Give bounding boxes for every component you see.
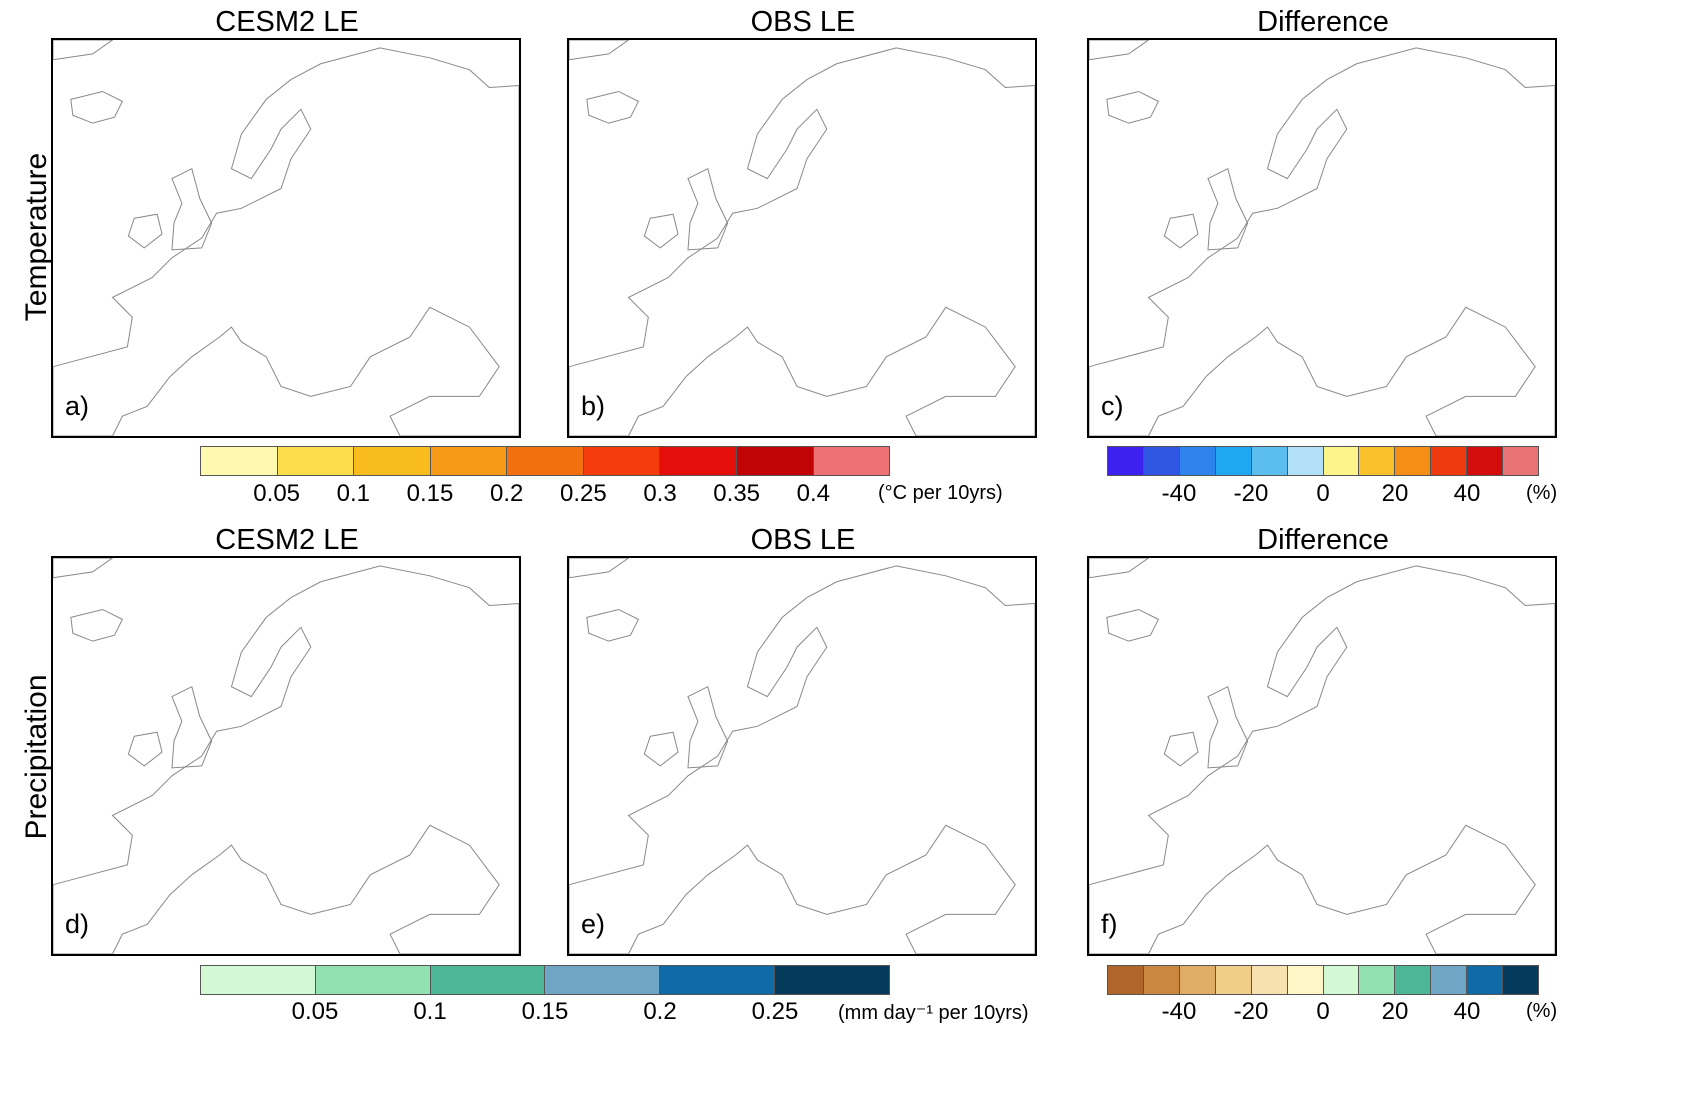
title-obs-precip: OBS LE [750, 524, 856, 556]
colorbar-box [583, 447, 661, 475]
colorbar-tick-label: 40 [1453, 480, 1481, 507]
panel-label-b: b) [581, 391, 606, 421]
colorbar-tick-label: 0.1 [336, 480, 371, 507]
map-panel-b: b) [567, 38, 1037, 438]
colorbar-tick-label: 0 [1316, 998, 1330, 1025]
colorbar-precipitation [200, 965, 890, 995]
colorbar-tick-label: 0.3 [643, 480, 677, 507]
map-panel-c: c) [1087, 38, 1557, 438]
row-label-precipitation: Precipitation [20, 674, 53, 840]
colorbar-box [1467, 447, 1504, 475]
colorbar-box [1143, 447, 1180, 475]
colorbar-precipitation-units: (mm day⁻¹ per 10yrs) [838, 1002, 1029, 1024]
panel-label-a: a) [65, 391, 90, 421]
colorbar-tick-label: 0.2 [489, 480, 524, 507]
colorbar-box [1467, 966, 1504, 994]
colorbar-box [775, 966, 889, 994]
panel-label-f: f) [1101, 909, 1118, 939]
map-obs-precipitation [569, 558, 1035, 954]
colorbar-tick-label: 0 [1316, 480, 1330, 507]
colorbar-temperature-difference [1107, 446, 1539, 476]
colorbar-box [1251, 447, 1288, 475]
colorbar-box [430, 447, 508, 475]
colorbar-box [507, 447, 584, 475]
colorbar-box [1431, 966, 1468, 994]
colorbar-tick-label: 0.05 [291, 998, 339, 1025]
colorbar-box [545, 966, 661, 994]
colorbar-box [1323, 447, 1360, 475]
colorbar-box [1179, 966, 1216, 994]
map-difference-temperature [1089, 40, 1555, 436]
colorbar-precipitation-difference [1107, 965, 1539, 995]
colorbar-box [1287, 447, 1324, 475]
panel-label-e: e) [581, 909, 606, 939]
colorbar-tick-label: 0.15 [406, 480, 454, 507]
colorbar-box [736, 447, 814, 475]
colorbar-temperature-difference-units: (%) [1526, 482, 1558, 504]
colorbar-box [201, 447, 278, 475]
colorbar-box [277, 447, 355, 475]
colorbar-box [1108, 966, 1144, 994]
colorbar-box [813, 447, 890, 475]
title-obs-temp: OBS LE [750, 6, 856, 38]
colorbar-tick-label: 0.1 [413, 998, 447, 1025]
colorbar-box [1431, 447, 1468, 475]
map-cesm2-precipitation [53, 558, 519, 954]
title-diff-precip: Difference [1257, 524, 1389, 556]
map-obs-temperature [569, 40, 1035, 436]
colorbar-box [1251, 966, 1288, 994]
title-cesm2-precip: CESM2 LE [215, 524, 359, 556]
colorbar-tick-label: 0.35 [713, 480, 761, 507]
colorbar-box [430, 966, 546, 994]
colorbar-tick-label: 0.15 [521, 998, 569, 1025]
title-diff-temp: Difference [1257, 6, 1389, 38]
colorbar-tick-label: -40 [1161, 998, 1197, 1025]
colorbar-tick-label: 0.2 [643, 998, 677, 1025]
panel-label-c: c) [1101, 391, 1124, 421]
colorbar-box [1395, 966, 1432, 994]
colorbar-box [660, 447, 737, 475]
map-panel-f: f) [1087, 556, 1557, 956]
colorbar-box [1395, 447, 1432, 475]
colorbar-tick-label: 20 [1381, 480, 1409, 507]
panel-label-d: d) [65, 909, 90, 939]
map-cesm2-temperature [53, 40, 519, 436]
colorbar-box [1215, 966, 1252, 994]
colorbar-tick-label: 0.05 [253, 480, 301, 507]
row-label-temperature: Temperature [20, 152, 53, 322]
colorbar-tick-label: 20 [1381, 998, 1409, 1025]
colorbar-precipitation-difference-units: (%) [1526, 1000, 1558, 1022]
colorbar-box [660, 966, 776, 994]
map-panel-e: e) [567, 556, 1037, 956]
colorbar-box [201, 966, 316, 994]
colorbar-box [1108, 447, 1144, 475]
colorbar-box [354, 447, 431, 475]
colorbar-box [1179, 447, 1216, 475]
colorbar-tick-label: 0.25 [751, 998, 799, 1025]
colorbar-tick-label: -20 [1233, 480, 1269, 507]
colorbar-box [1215, 447, 1252, 475]
colorbar-tick-label: 40 [1453, 998, 1481, 1025]
colorbar-tick-label: 0.4 [796, 480, 831, 507]
colorbar-tick-label: -20 [1233, 998, 1269, 1025]
colorbar-tick-label: -40 [1161, 480, 1197, 507]
colorbar-tick-label: 0.25 [559, 480, 607, 507]
map-panel-d: d) [51, 556, 521, 956]
colorbar-box [1503, 966, 1539, 994]
colorbar-box [1323, 966, 1360, 994]
colorbar-box [1359, 966, 1396, 994]
map-panel-a: a) [51, 38, 521, 438]
colorbar-box [1503, 447, 1539, 475]
map-difference-precipitation [1089, 558, 1555, 954]
colorbar-temperature-units: (°C per 10yrs) [878, 482, 1003, 504]
colorbar-box [1287, 966, 1324, 994]
colorbar-temperature [200, 446, 890, 476]
colorbar-box [315, 966, 431, 994]
title-cesm2-temp: CESM2 LE [215, 6, 359, 38]
colorbar-box [1359, 447, 1396, 475]
colorbar-box [1143, 966, 1180, 994]
